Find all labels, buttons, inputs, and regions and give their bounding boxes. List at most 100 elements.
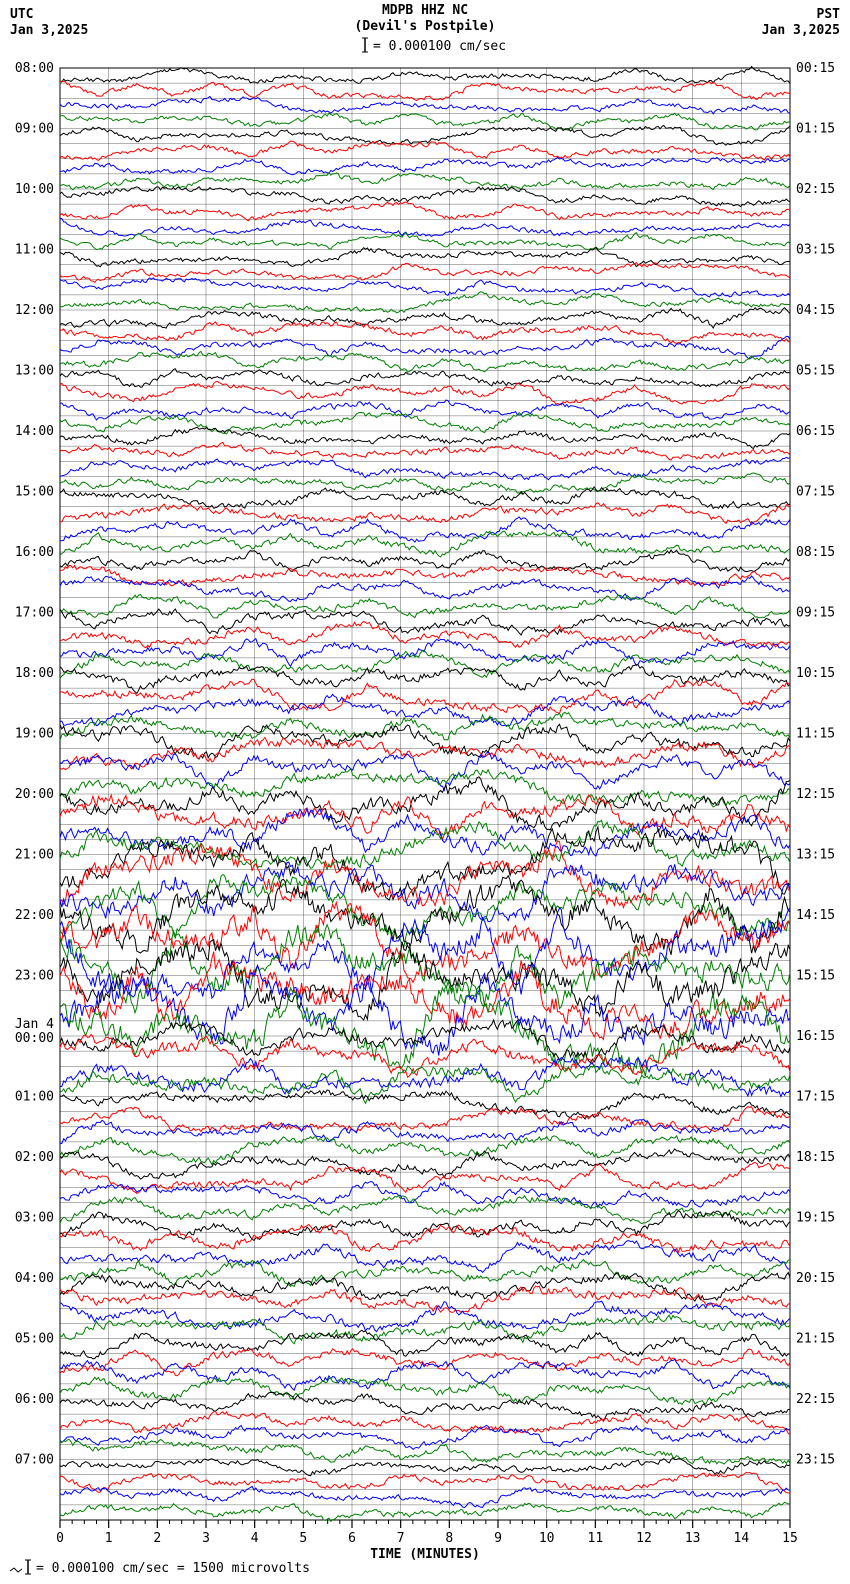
seismic-trace: [60, 694, 790, 726]
right-hour-label: 19:15: [796, 1211, 835, 1226]
footer-scale: = 0.000100 cm/sec = 1500 microvolts: [36, 1561, 310, 1576]
left-hour-label: 02:00: [15, 1150, 54, 1165]
x-tick-label: 9: [494, 1531, 502, 1546]
x-tick-label: 0: [56, 1531, 64, 1546]
right-hour-label: 10:15: [796, 666, 835, 681]
right-hour-label: 23:15: [796, 1453, 835, 1468]
right-hour-label: 02:15: [796, 182, 835, 197]
left-hour-label: 20:00: [15, 787, 54, 802]
left-hour-label: 18:00: [15, 666, 54, 681]
right-hour-label: 07:15: [796, 485, 835, 500]
right-hour-label: 21:15: [796, 1332, 835, 1347]
helicorder-container: MDPB HHZ NC(Devil's Postpile) = 0.000100 …: [0, 0, 850, 1584]
seismic-trace: [60, 81, 790, 100]
title-location: (Devil's Postpile): [355, 19, 496, 34]
seismic-trace: [60, 1349, 790, 1376]
seismic-trace: [60, 351, 790, 372]
seismic-trace: [60, 1211, 790, 1241]
x-tick-label: 14: [734, 1531, 750, 1546]
right-hour-label: 03:15: [796, 243, 835, 258]
right-date: Jan 3,2025: [762, 23, 840, 38]
seismic-trace: [60, 809, 790, 857]
left-hour-label: 15:00: [15, 485, 54, 500]
x-tick-label: 2: [153, 1531, 161, 1546]
left-hour-label: 06:00: [15, 1392, 54, 1407]
seismic-trace: [60, 965, 790, 1055]
seismic-trace: [60, 1163, 790, 1194]
seismic-trace: [60, 1301, 790, 1331]
seismic-trace: [60, 67, 790, 84]
seismic-trace: [60, 1315, 790, 1344]
seismic-trace: [60, 1107, 790, 1132]
x-tick-label: 5: [299, 1531, 307, 1546]
x-tick-label: 3: [202, 1531, 210, 1546]
left-hour-label: 16:00: [15, 545, 54, 560]
seismic-trace: [60, 1359, 790, 1390]
left-tz: UTC: [10, 7, 33, 22]
seismic-trace: [60, 1241, 790, 1273]
right-hour-label: 17:15: [796, 1090, 835, 1105]
x-tick-label: 13: [685, 1531, 701, 1546]
x-tick-label: 4: [251, 1531, 259, 1546]
left-hour-label: 03:00: [15, 1211, 54, 1226]
seismic-trace: [60, 1425, 790, 1449]
right-hour-label: 14:15: [796, 908, 835, 923]
seismic-trace: [60, 173, 790, 190]
seismic-trace: [60, 841, 790, 908]
right-hour-label: 15:15: [796, 969, 835, 984]
seismic-trace: [60, 1090, 790, 1119]
seismic-trace: [60, 713, 790, 741]
seismic-trace: [60, 219, 790, 237]
seismic-trace: [60, 862, 790, 922]
seismic-trace: [60, 595, 790, 618]
right-hour-label: 05:15: [796, 364, 835, 379]
x-tick-label: 10: [539, 1531, 555, 1546]
left-hour-label: Jan 4: [15, 1017, 54, 1032]
x-tick-label: 7: [397, 1531, 405, 1546]
seismic-trace: [60, 609, 790, 635]
left-hour-label: 23:00: [15, 969, 54, 984]
left-hour-label: 11:00: [15, 243, 54, 258]
left-hour-label: 12:00: [15, 303, 54, 318]
seismic-trace: [60, 679, 790, 713]
seismic-trace: [60, 738, 790, 770]
seismic-trace: [60, 141, 790, 160]
seismic-trace: [60, 369, 790, 387]
seismic-trace: [60, 517, 790, 542]
seismic-trace: [60, 442, 790, 460]
seismic-trace: [60, 1260, 790, 1287]
seismic-trace: [60, 795, 790, 840]
right-hour-label: 09:15: [796, 606, 835, 621]
left-hour-label: 22:00: [15, 908, 54, 923]
right-hour-label: 11:15: [796, 727, 835, 742]
seismic-trace: [60, 473, 790, 494]
scale-label: = 0.000100 cm/sec: [373, 39, 506, 54]
left-hour-label: 00:00: [15, 1031, 54, 1046]
seismic-trace: [60, 487, 790, 509]
right-hour-label: 08:15: [796, 545, 835, 560]
seismic-trace: [60, 1392, 790, 1420]
right-hour-label: 20:15: [796, 1271, 835, 1286]
right-tz: PST: [817, 7, 841, 22]
title-station: MDPB HHZ NC: [382, 3, 468, 18]
left-hour-label: 01:00: [15, 1090, 54, 1105]
right-hour-label: 18:15: [796, 1150, 835, 1165]
x-tick-label: 15: [782, 1531, 798, 1546]
left-hour-label: 13:00: [15, 364, 54, 379]
left-hour-label: 17:00: [15, 606, 54, 621]
seismic-trace: [60, 665, 790, 694]
seismic-trace: [60, 202, 790, 221]
x-tick-label: 6: [348, 1531, 356, 1546]
right-hour-label: 06:15: [796, 424, 835, 439]
seismic-trace: [60, 1136, 790, 1165]
seismic-trace: [60, 1330, 790, 1359]
left-hour-label: 10:00: [15, 182, 54, 197]
left-hour-label: 08:00: [15, 61, 54, 76]
x-tick-label: 11: [588, 1531, 604, 1546]
seismic-trace: [60, 902, 790, 982]
seismic-trace: [60, 187, 790, 207]
left-hour-label: 04:00: [15, 1271, 54, 1286]
seismic-trace: [60, 381, 790, 405]
left-hour-label: 05:00: [15, 1332, 54, 1347]
right-hour-label: 13:15: [796, 848, 835, 863]
